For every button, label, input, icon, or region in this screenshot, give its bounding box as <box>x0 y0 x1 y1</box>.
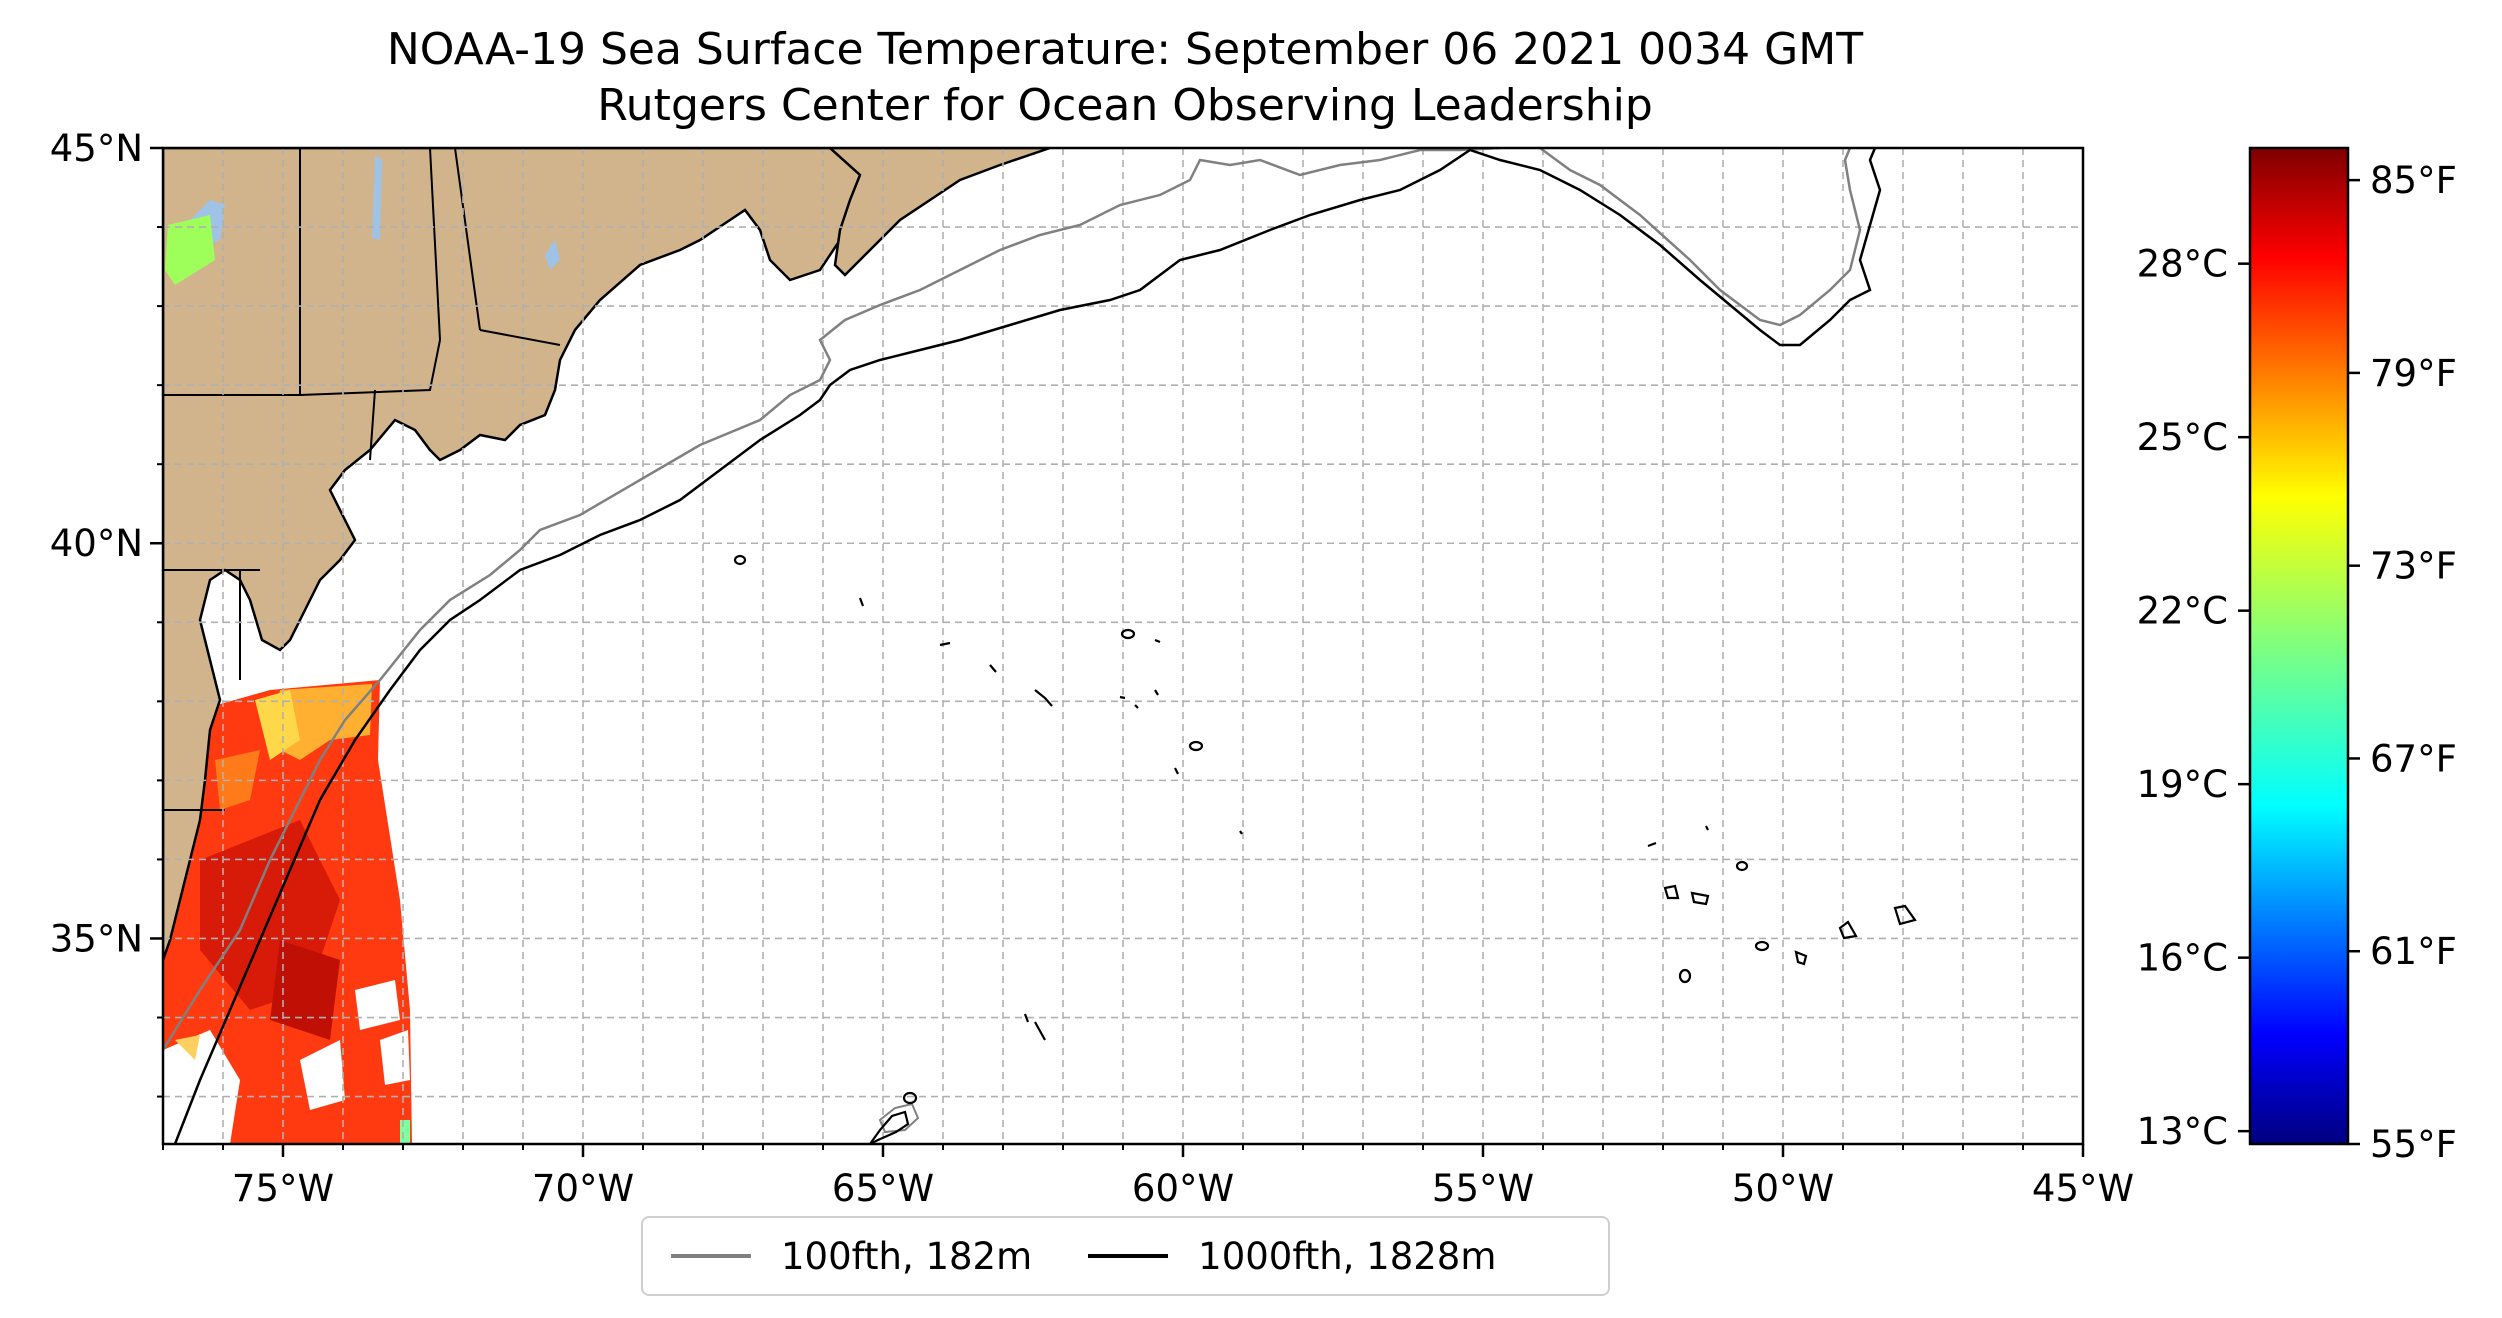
x-tick-label: 75°W <box>232 1167 334 1210</box>
seamount-contour-gray <box>878 1102 920 1134</box>
colorbar-c-label: 16°C <box>2137 937 2228 980</box>
y-tick-label: 35°N <box>50 917 143 960</box>
chart-title: NOAA-19 Sea Surface Temperature: Septemb… <box>386 24 1864 75</box>
x-tick-label: 70°W <box>532 1167 634 1210</box>
x-tick-label: 50°W <box>1732 1167 1834 1210</box>
colorbar-c-label: 25°C <box>2137 416 2228 459</box>
x-tick-label: 65°W <box>832 1167 934 1210</box>
isobath-1000fth <box>173 148 1882 1144</box>
colorbar-c-label: 19°C <box>2137 763 2228 806</box>
colorbar-c-label: 13°C <box>2137 1110 2228 1153</box>
legend-line-100fth <box>671 1254 751 1258</box>
y-tick-label: 45°N <box>50 127 143 170</box>
colorbar-f-label: 55°F <box>2370 1123 2457 1166</box>
colorbar-c-label: 28°C <box>2137 243 2228 286</box>
colorbar-f-label: 73°F <box>2370 545 2457 588</box>
legend-line-1000fth <box>1088 1254 1169 1258</box>
gridlines <box>163 148 2083 1144</box>
colorbar-f-label: 61°F <box>2370 930 2457 973</box>
seamount-contour-black <box>869 1091 918 1144</box>
colorbar-f-label: 79°F <box>2370 352 2457 395</box>
y-tick-label: 40°N <box>50 522 143 565</box>
legend-item-100fth: 100fth, 182m <box>671 1235 1032 1278</box>
x-tick-label: 60°W <box>1132 1167 1234 1210</box>
x-tick-label: 55°W <box>1432 1167 1534 1210</box>
state-borders <box>163 148 561 811</box>
colorbar-f-label: 85°F <box>2370 159 2457 202</box>
x-tick-label: 45°W <box>2032 1167 2134 1210</box>
isobath-100fth <box>163 148 1862 1051</box>
colorbar-c-label: 22°C <box>2137 590 2228 633</box>
legend-label-100fth: 100fth, 182m <box>781 1234 1033 1278</box>
map-axes: 75°W 70°W 65°W 60°W 55°W 50°W 45°W 45°N 40°N 35°N <box>50 127 2134 1210</box>
lake-sst <box>165 215 215 285</box>
legend: 100fth, 182m 1000fth, 1828m <box>641 1216 1610 1296</box>
colorbar-gradient <box>2248 146 2350 1146</box>
chart-subtitle: Rutgers Center for Ocean Observing Leade… <box>597 80 1653 131</box>
legend-item-1000fth: 1000fth, 1828m <box>1088 1235 1496 1278</box>
colorbar-ticks: 85°F 79°F 73°F 67°F 61°F 55°F 28°C 25°C 22°C 19°C… <box>2137 159 2457 1166</box>
colorbar: 85°F 79°F 73°F 67°F 61°F 55°F 28°C 25°C 22°C 19°C… <box>2137 146 2457 1166</box>
map-area <box>163 148 2083 1144</box>
seamounts <box>733 554 1917 1041</box>
colorbar-f-label: 67°F <box>2370 737 2457 780</box>
legend-label-1000fth: 1000fth, 1828m <box>1198 1234 1497 1278</box>
land <box>163 148 1051 961</box>
